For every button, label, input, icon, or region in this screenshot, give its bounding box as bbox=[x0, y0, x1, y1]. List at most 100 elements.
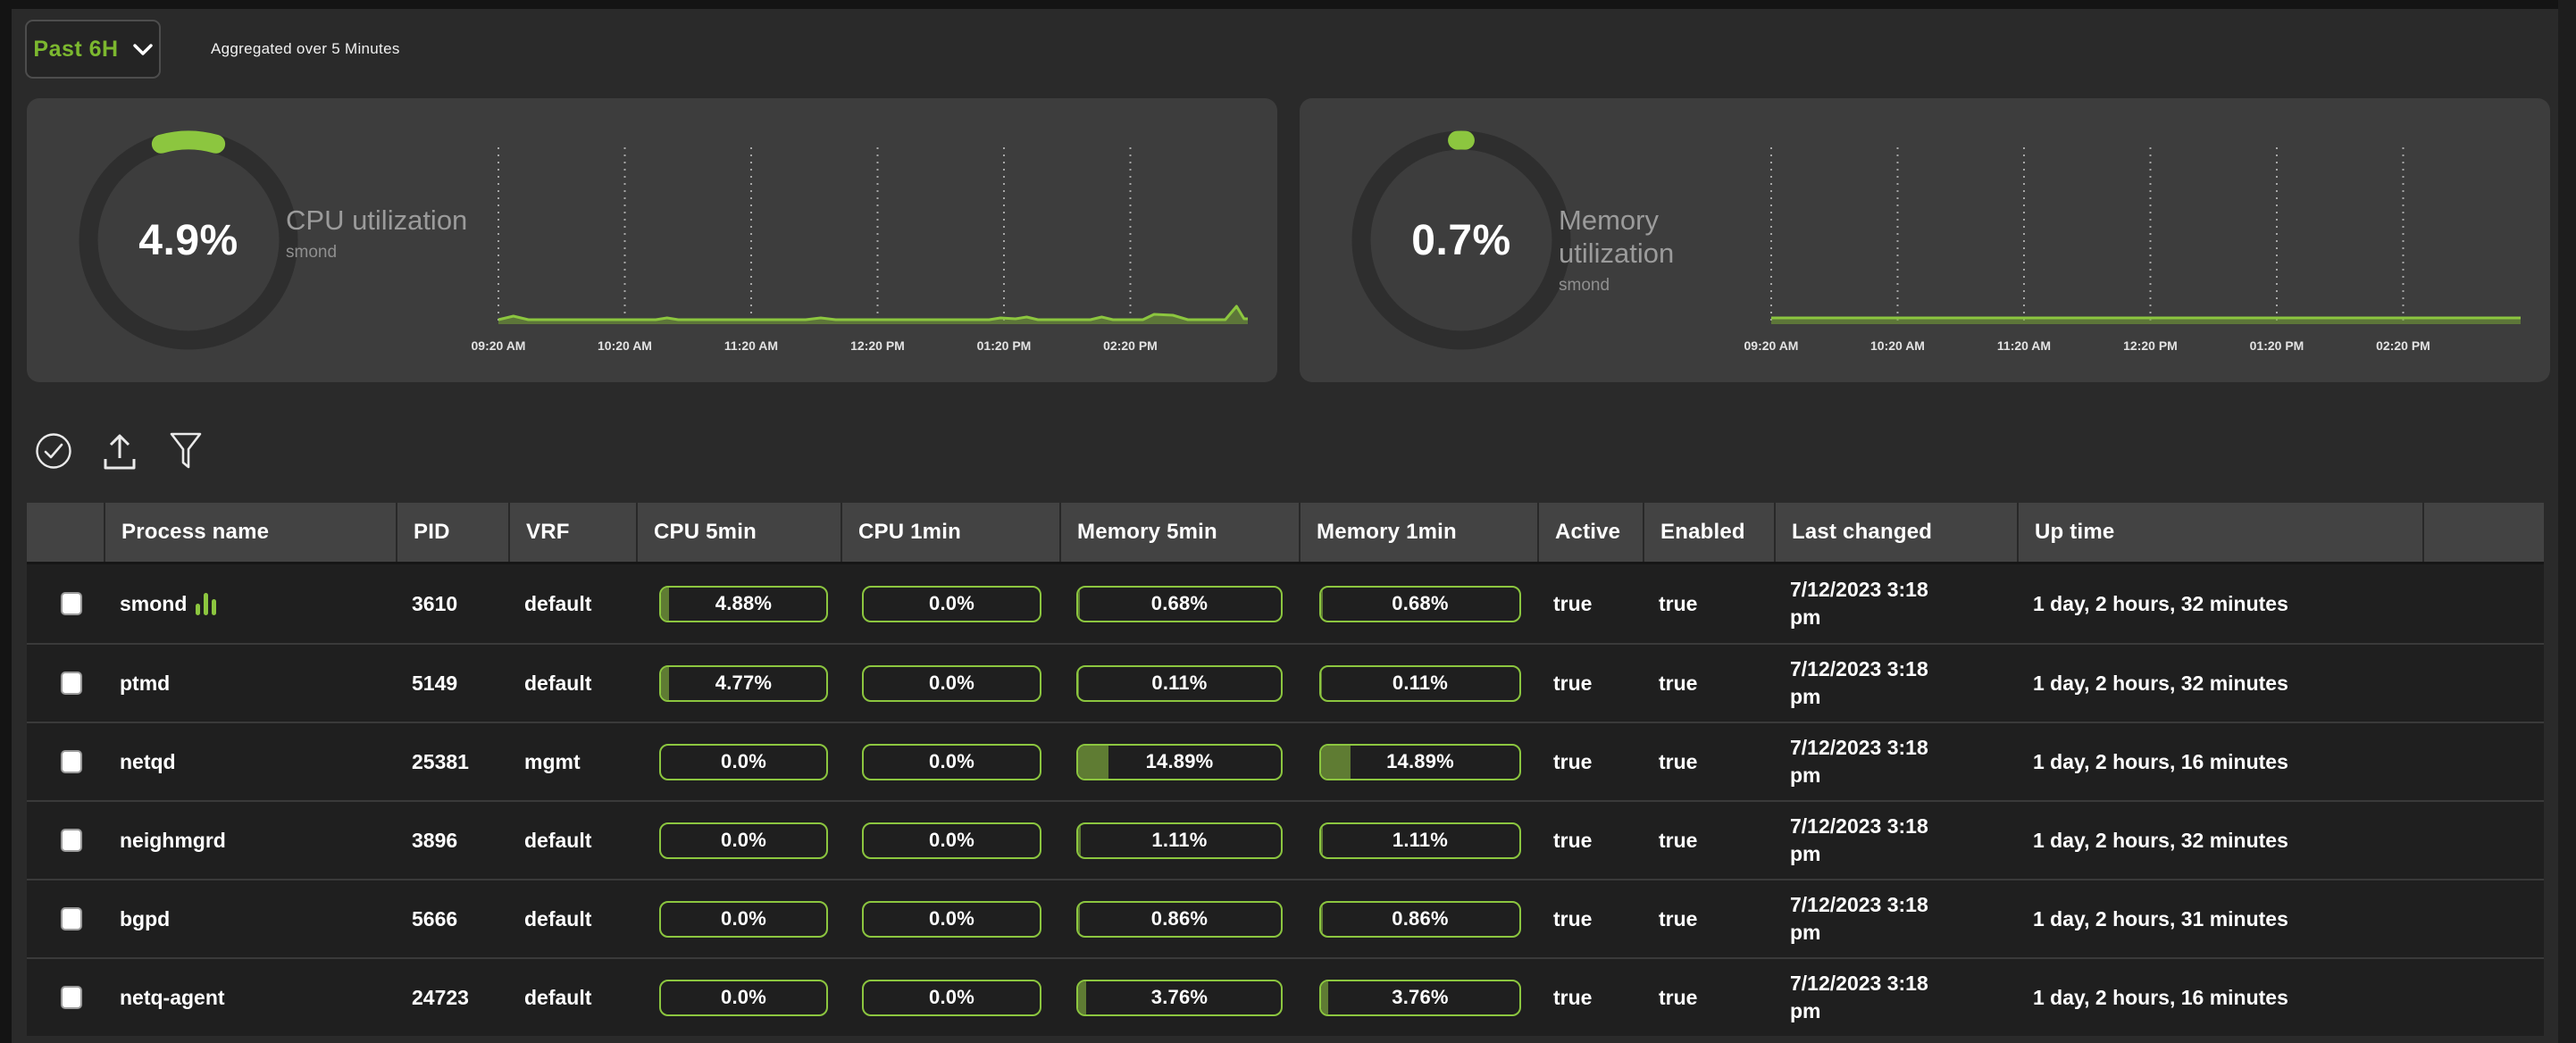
cpu-utilization-chart: 09:20 AM 10:20 AM 11:20 AM 12:20 PM 01:20 PM… bbox=[472, 147, 1248, 353]
cpu-gauge-ring bbox=[79, 130, 298, 350]
header-cpu-5min[interactable]: CPU 5min bbox=[636, 503, 841, 562]
cpu-utilization-card: 4.9% CPU utilization smond 09:20 AM 10:20… bbox=[27, 98, 1277, 382]
enabled-value: true bbox=[1659, 671, 1698, 695]
header-enabled[interactable]: Enabled bbox=[1643, 503, 1774, 562]
row-checkbox[interactable] bbox=[61, 592, 82, 615]
memory-1min-pill: 3.76% bbox=[1319, 979, 1521, 1016]
pid-value: 3610 bbox=[412, 591, 458, 615]
vrf-value: default bbox=[524, 828, 592, 852]
vrf-value: default bbox=[524, 906, 592, 930]
active-value: true bbox=[1553, 671, 1593, 695]
process-name: neighmgrd bbox=[120, 828, 226, 852]
filter-button[interactable] bbox=[166, 430, 205, 471]
enabled-value: true bbox=[1659, 828, 1698, 852]
cpu-5min-pill: 0.0% bbox=[659, 822, 828, 859]
process-name: netqd bbox=[120, 749, 176, 773]
time-range-value: Past 6H bbox=[33, 36, 119, 62]
pill-fill bbox=[1078, 902, 1080, 936]
up-time-value: 1 day, 2 hours, 16 minutes bbox=[2033, 985, 2288, 1009]
cpu-1min-pill: 0.0% bbox=[862, 585, 1041, 622]
row-checkbox[interactable] bbox=[61, 986, 82, 1009]
memory-gauge-value: 0.7% bbox=[1411, 216, 1511, 264]
row-spacer bbox=[2422, 564, 2544, 643]
process-name: smond bbox=[120, 591, 188, 615]
pill-fill bbox=[661, 587, 670, 621]
enabled-value: true bbox=[1659, 591, 1698, 615]
last-changed-value: 7/12/2023 3:18 pm bbox=[1790, 814, 1928, 865]
up-time-value: 1 day, 2 hours, 32 minutes bbox=[2033, 828, 2288, 852]
row-checkbox[interactable] bbox=[61, 829, 82, 852]
header-active[interactable]: Active bbox=[1537, 503, 1643, 562]
table-row[interactable]: bgpd 5666 default 0.0% 0.0% 0.86% 0.86% … bbox=[27, 879, 2544, 957]
up-time-value: 1 day, 2 hours, 31 minutes bbox=[2033, 906, 2288, 930]
row-checkbox[interactable] bbox=[61, 672, 82, 695]
pill-fill bbox=[1078, 980, 1086, 1014]
up-time-value: 1 day, 2 hours, 32 minutes bbox=[2033, 591, 2288, 615]
svg-text:01:20 PM: 01:20 PM bbox=[977, 338, 1032, 353]
header-cpu-1min[interactable]: CPU 1min bbox=[841, 503, 1059, 562]
active-value: true bbox=[1553, 985, 1593, 1009]
time-range-dropdown[interactable]: Past 6H bbox=[25, 20, 161, 79]
table-row[interactable]: netqd 25381 mgmt 0.0% 0.0% 14.89% 14.89%… bbox=[27, 722, 2544, 800]
table-row[interactable]: neighmgrd 3896 default 0.0% 0.0% 1.11% 1… bbox=[27, 800, 2544, 879]
memory-1min-pill: 14.89% bbox=[1319, 743, 1521, 780]
active-value: true bbox=[1553, 828, 1593, 852]
svg-text:02:20 PM: 02:20 PM bbox=[1103, 338, 1158, 353]
header-up-time[interactable]: Up time bbox=[2017, 503, 2422, 562]
last-changed-value: 7/12/2023 3:18 pm bbox=[1790, 656, 1928, 708]
pid-value: 24723 bbox=[412, 985, 469, 1009]
table-row[interactable]: ptmd 5149 default 4.77% 0.0% 0.11% 0.11%… bbox=[27, 643, 2544, 722]
cpu-1min-pill: 0.0% bbox=[862, 979, 1041, 1016]
pill-fill bbox=[1321, 902, 1323, 936]
pid-value: 3896 bbox=[412, 828, 458, 852]
svg-text:02:20 PM: 02:20 PM bbox=[2376, 338, 2430, 353]
table-row[interactable]: smond 3610 default 4.88% 0.0% 0.68% 0.68… bbox=[27, 564, 2544, 643]
window-edge-right bbox=[2558, 0, 2576, 1043]
memory-utilization-card: 0.7% Memory utilization smond 09:20 AM 10… bbox=[1300, 98, 2550, 382]
window-edge-left bbox=[0, 0, 12, 1043]
header-memory-1min[interactable]: Memory 1min bbox=[1299, 503, 1537, 562]
export-icon bbox=[104, 434, 136, 470]
memory-1min-pill: 0.86% bbox=[1319, 900, 1521, 938]
enabled-value: true bbox=[1659, 906, 1698, 930]
up-time-value: 1 day, 2 hours, 32 minutes bbox=[2033, 671, 2288, 695]
last-changed-value: 7/12/2023 3:18 pm bbox=[1790, 971, 1928, 1022]
header-last-changed[interactable]: Last changed bbox=[1774, 503, 2017, 562]
cpu-5min-pill: 0.0% bbox=[659, 979, 828, 1016]
cpu-gauge-value: 4.9% bbox=[138, 216, 238, 264]
process-name: ptmd bbox=[120, 671, 171, 695]
row-spacer bbox=[2422, 645, 2544, 722]
cpu-5min-pill: 0.0% bbox=[659, 900, 828, 938]
svg-text:11:20 AM: 11:20 AM bbox=[1997, 338, 2051, 353]
header-spacer-col bbox=[2422, 503, 2544, 562]
pill-fill bbox=[661, 666, 669, 700]
window-edge-top bbox=[0, 0, 2576, 9]
row-spacer bbox=[2422, 959, 2544, 1036]
export-button[interactable] bbox=[100, 430, 139, 471]
pill-fill bbox=[1078, 587, 1080, 621]
header-process-name[interactable]: Process name bbox=[104, 503, 396, 562]
header-vrf[interactable]: VRF bbox=[508, 503, 636, 562]
vrf-value: default bbox=[524, 591, 592, 615]
header-pid[interactable]: PID bbox=[396, 503, 508, 562]
svg-text:12:20 PM: 12:20 PM bbox=[850, 338, 905, 353]
svg-text:10:20 AM: 10:20 AM bbox=[1870, 338, 1925, 353]
row-checkbox[interactable] bbox=[61, 907, 82, 930]
memory-5min-pill: 1.11% bbox=[1076, 822, 1283, 859]
table-row[interactable]: netq-agent 24723 default 0.0% 0.0% 3.76%… bbox=[27, 957, 2544, 1036]
pill-fill bbox=[1078, 745, 1108, 779]
row-spacer bbox=[2422, 723, 2544, 800]
last-changed-value: 7/12/2023 3:18 pm bbox=[1790, 735, 1928, 787]
select-all-button[interactable] bbox=[34, 430, 73, 471]
cpu-5min-pill: 0.0% bbox=[659, 743, 828, 780]
active-value: true bbox=[1553, 749, 1593, 773]
svg-text:09:20 AM: 09:20 AM bbox=[1744, 338, 1799, 353]
vrf-value: default bbox=[524, 985, 592, 1009]
up-time-value: 1 day, 2 hours, 16 minutes bbox=[2033, 749, 2288, 773]
svg-text:12:20 PM: 12:20 PM bbox=[2123, 338, 2178, 353]
cpu-1min-pill: 0.0% bbox=[862, 743, 1041, 780]
svg-text:09:20 AM: 09:20 AM bbox=[472, 338, 526, 353]
row-checkbox[interactable] bbox=[61, 750, 82, 773]
header-memory-5min[interactable]: Memory 5min bbox=[1059, 503, 1299, 562]
aggregation-note: Aggregated over 5 Minutes bbox=[211, 40, 400, 57]
